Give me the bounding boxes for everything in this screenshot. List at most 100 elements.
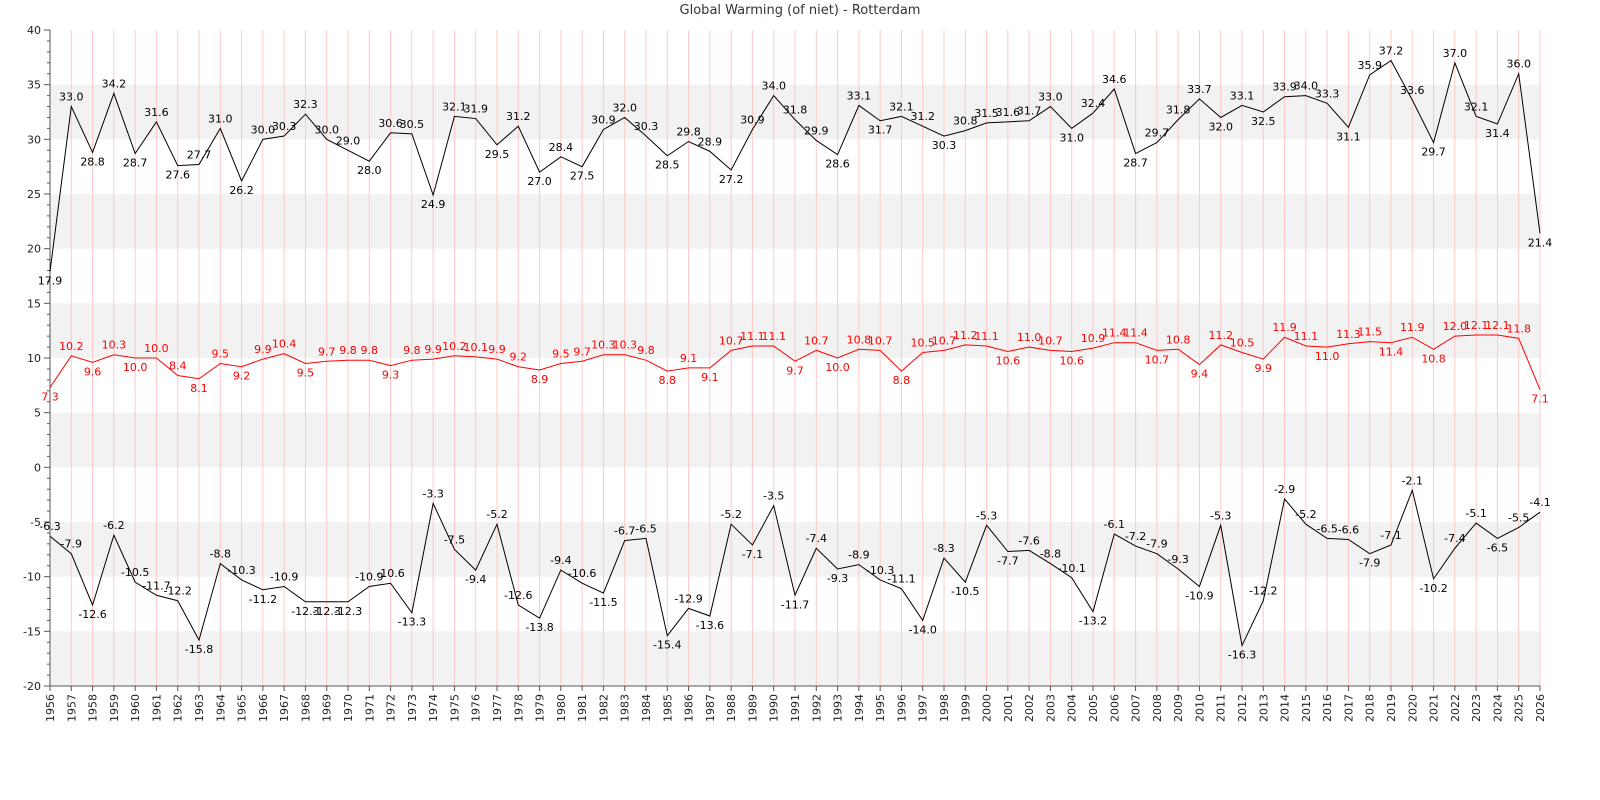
data-label: 10.6 xyxy=(1059,354,1084,367)
data-label: 11.3 xyxy=(1336,328,1361,341)
x-tick-label: 1965 xyxy=(236,694,249,722)
x-tick-label: 1978 xyxy=(512,694,525,722)
x-tick-label: 1958 xyxy=(87,694,100,722)
data-label: 27.5 xyxy=(570,170,595,183)
data-label: 33.0 xyxy=(59,91,84,104)
data-label: -9.3 xyxy=(827,572,848,585)
data-label: -10.9 xyxy=(355,571,383,584)
data-label: 29.7 xyxy=(1421,146,1446,159)
data-label: 32.0 xyxy=(1208,120,1233,133)
y-tick-label: -15 xyxy=(23,625,41,638)
y-tick-label: -10 xyxy=(23,571,41,584)
x-tick-label: 2014 xyxy=(1279,694,1292,722)
data-label: 7.1 xyxy=(1531,393,1549,406)
vertical-gridlines xyxy=(49,30,1541,686)
data-label: 11.4 xyxy=(1379,346,1404,359)
data-label: 28.9 xyxy=(698,135,723,148)
x-tick-label: 2002 xyxy=(1023,694,1036,722)
data-label: 11.1 xyxy=(974,330,999,343)
x-tick-label: 1975 xyxy=(448,694,461,722)
x-tick-label: 1977 xyxy=(491,694,504,722)
data-label: 27.2 xyxy=(719,173,744,186)
data-label: -7.2 xyxy=(1125,530,1146,543)
data-label: -11.5 xyxy=(589,596,617,609)
chart-title: Global Warming (of niet) - Rotterdam xyxy=(679,3,921,18)
data-label: 10.0 xyxy=(825,361,850,374)
data-label: -7.6 xyxy=(1018,534,1039,547)
data-label: 31.6 xyxy=(996,106,1021,119)
data-label: 34.6 xyxy=(1102,73,1127,86)
x-tick-label: 1971 xyxy=(363,694,376,722)
data-label: -15.8 xyxy=(185,643,213,656)
data-label: 29.7 xyxy=(1145,127,1170,140)
data-label: 32.1 xyxy=(1464,100,1489,113)
x-tick-label: 2016 xyxy=(1321,694,1334,722)
data-label: 28.0 xyxy=(357,164,382,177)
data-label: 8.8 xyxy=(659,374,677,387)
data-label: 32.0 xyxy=(612,101,637,114)
data-label: -7.9 xyxy=(61,538,82,551)
data-label: 9.8 xyxy=(339,344,357,357)
x-tick-label: 1986 xyxy=(683,694,696,722)
data-label: -12.6 xyxy=(78,608,106,621)
x-tick-label: 1974 xyxy=(427,694,440,722)
data-label: 30.6 xyxy=(378,117,403,130)
data-label: -9.4 xyxy=(465,573,486,586)
data-label: 10.3 xyxy=(612,339,637,352)
x-tick-label: 1983 xyxy=(619,694,632,722)
data-label: 10.9 xyxy=(1081,332,1106,345)
data-label: 9.2 xyxy=(510,351,528,364)
data-label: 28.8 xyxy=(80,155,105,168)
x-tick-label: 1988 xyxy=(725,694,738,722)
series-lines xyxy=(49,59,1541,648)
data-label: 31.2 xyxy=(910,110,935,123)
data-label: -7.4 xyxy=(1444,532,1465,545)
data-label: 11.4 xyxy=(1102,327,1127,340)
data-label: -6.1 xyxy=(1104,518,1125,531)
data-label: 29.9 xyxy=(804,124,829,137)
data-label: 10.0 xyxy=(144,342,169,355)
data-label: 12.1 xyxy=(1485,319,1510,332)
x-tick-label: 1966 xyxy=(257,694,270,722)
data-label: 11.2 xyxy=(1208,329,1233,342)
data-label: 36.0 xyxy=(1506,58,1531,71)
data-label: 12.1 xyxy=(1464,319,1489,332)
x-tick-label: 1987 xyxy=(704,694,717,722)
data-label: -5.2 xyxy=(1295,508,1316,521)
data-label: 31.2 xyxy=(506,110,531,123)
data-label: 11.4 xyxy=(1123,327,1148,340)
data-label: -5.1 xyxy=(1465,507,1486,520)
data-label: 30.0 xyxy=(251,123,276,136)
data-label: -7.1 xyxy=(742,548,763,561)
x-tick-label: 1997 xyxy=(917,694,930,722)
data-label: 10.7 xyxy=(1145,353,1170,366)
x-tick-label: 1956 xyxy=(44,694,57,722)
data-label: -7.1 xyxy=(1380,529,1401,542)
data-label: -12.2 xyxy=(163,585,191,598)
x-tick-label: 1979 xyxy=(534,694,547,722)
data-label: 34.0 xyxy=(1294,80,1319,93)
y-tick-label: 30 xyxy=(27,133,41,146)
data-label: 9.9 xyxy=(254,343,272,356)
data-label: -14.0 xyxy=(908,623,936,636)
data-labels: 17.9 33.0 28.8 34.2 28.7 31.6 27.6 27.7 31.0 26.2… xyxy=(38,45,1553,662)
data-label: -6.6 xyxy=(1338,523,1359,536)
data-label: -7.4 xyxy=(806,532,827,545)
data-label: 9.9 xyxy=(488,343,506,356)
data-label: -12.3 xyxy=(291,605,319,618)
data-label: 32.3 xyxy=(293,98,318,111)
data-label: -9.3 xyxy=(1167,553,1188,566)
data-label: 9.7 xyxy=(318,345,336,358)
data-label: 10.6 xyxy=(996,354,1021,367)
data-label: 9.9 xyxy=(1255,362,1273,375)
data-label: -7.5 xyxy=(444,533,465,546)
data-label: -11.7 xyxy=(781,598,809,611)
data-label: 30.3 xyxy=(932,139,957,152)
data-label: 31.5 xyxy=(974,107,999,120)
data-label: 9.1 xyxy=(701,371,719,384)
data-label: -4.1 xyxy=(1529,496,1550,509)
data-label: 30.0 xyxy=(314,123,339,136)
x-tick-label: 1967 xyxy=(278,694,291,722)
